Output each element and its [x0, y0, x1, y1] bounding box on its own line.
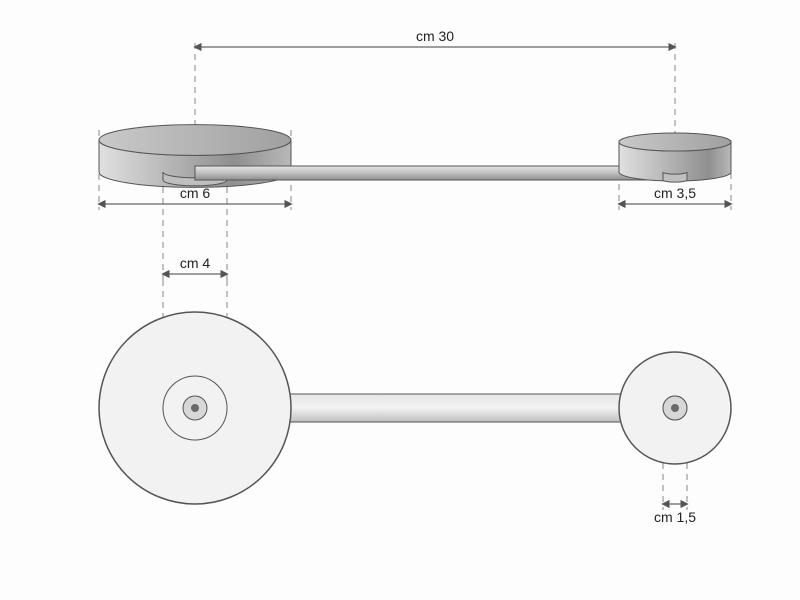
mechanical-diagram: cm 30 cm 6 cm 3,5 cm 4 cm 1,5: [0, 0, 800, 600]
dimension-label: cm 3,5: [654, 185, 696, 201]
dimension-label: cm 30: [416, 28, 454, 44]
dimension-label: cm 4: [180, 255, 211, 271]
dimension-label: cm 1,5: [654, 509, 696, 525]
side-view: [99, 125, 731, 188]
top-view: [99, 312, 731, 504]
dimension-label: cm 6: [180, 185, 211, 201]
